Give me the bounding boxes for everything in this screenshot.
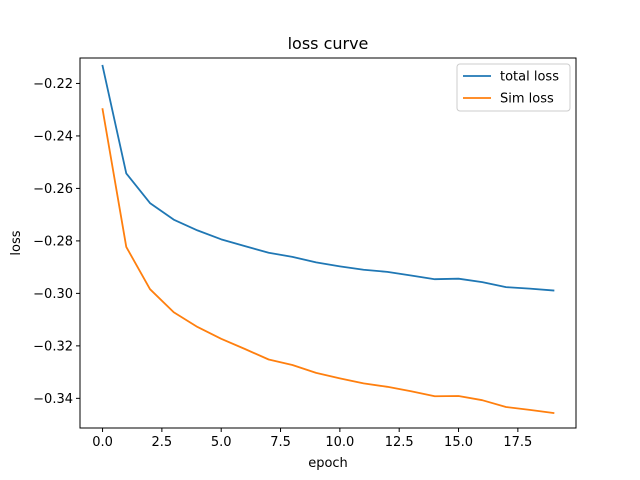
series-line-0 — [101, 64, 555, 292]
legend: total loss Sim loss — [456, 63, 571, 112]
x-tick-label: 5.0 — [211, 435, 232, 450]
chart-title: loss curve — [288, 34, 369, 53]
y-tick-label: −0.26 — [33, 182, 73, 197]
x-tick-label: 15.0 — [444, 435, 473, 450]
y-tick-label: −0.24 — [33, 129, 73, 144]
x-tick-label: 17.5 — [503, 435, 532, 450]
x-axis-title: epoch — [308, 456, 348, 471]
y-tick-label: −0.28 — [33, 234, 73, 249]
y-tick-label: −0.34 — [33, 392, 73, 407]
y-tick-label: −0.32 — [33, 339, 73, 354]
legend-label-1: Sim loss — [500, 92, 554, 107]
y-axis-title: loss — [9, 230, 24, 255]
x-tick-label: 12.5 — [385, 435, 414, 450]
x-tick-label: 0.0 — [92, 435, 113, 450]
y-tick-label: −0.22 — [33, 77, 73, 92]
x-tick-label: 2.5 — [152, 435, 173, 450]
series-line-1 — [101, 108, 555, 415]
x-tick-label: 7.5 — [270, 435, 291, 450]
x-tick-label: 10.0 — [325, 435, 354, 450]
legend-label-0: total loss — [500, 70, 559, 85]
plot-area-frame — [79, 57, 577, 429]
y-tick-label: −0.30 — [33, 287, 73, 302]
